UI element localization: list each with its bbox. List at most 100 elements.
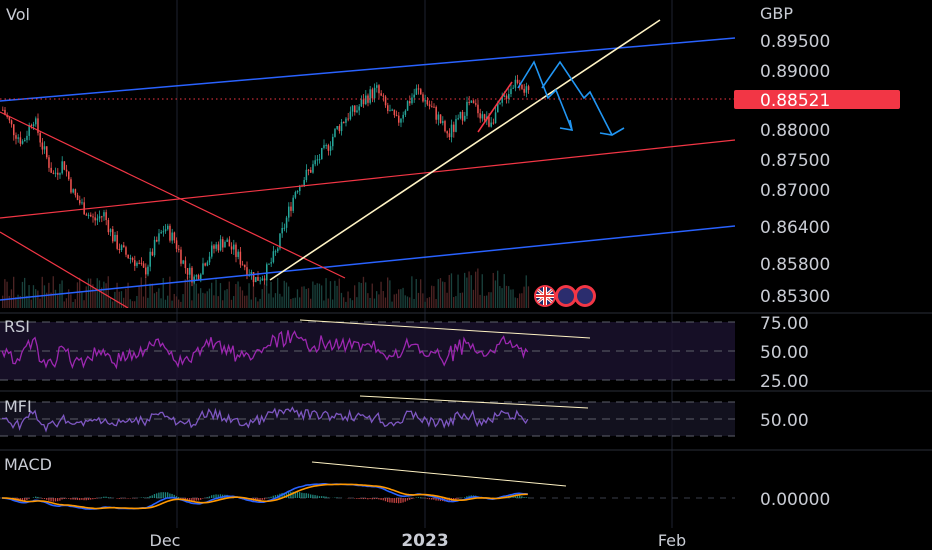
candle-body: [28, 124, 30, 136]
blue-channel-lower-line[interactable]: [0, 225, 735, 301]
volume-bar: [213, 295, 215, 308]
candle-body: [290, 206, 292, 211]
volume-bar: [400, 289, 402, 308]
candle-body: [468, 101, 470, 103]
economic-events-markers[interactable]: [534, 285, 596, 307]
candle-body: [321, 147, 323, 160]
volume-indicator-label: Vol: [6, 5, 30, 24]
macd-hist-bar: [523, 497, 525, 498]
volume-bar: [261, 289, 263, 308]
macd-hist-bar: [435, 498, 437, 501]
volume-bar: [488, 292, 490, 308]
volume-bar: [367, 293, 369, 308]
projection-path-1[interactable]: [517, 60, 573, 131]
volume-bar: [305, 288, 307, 308]
yellow-ascending-trendline[interactable]: [269, 19, 661, 281]
macd-hist-bar: [32, 497, 35, 498]
volume-bar: [156, 291, 158, 308]
rsi-divergence-line[interactable]: [299, 319, 591, 339]
macd-hist-bar: [270, 496, 272, 498]
macd-hist-bar: [151, 495, 153, 498]
volume-bar: [483, 295, 486, 308]
red-descending-channel-lower[interactable]: [0, 231, 129, 308]
blue-channel-upper-line[interactable]: [0, 37, 735, 102]
volume-bar: [41, 276, 43, 308]
macd-hist-bar: [184, 498, 186, 500]
rsi-pane[interactable]: RSI 75.00 50.00 25.00: [0, 314, 809, 392]
candle-body: [173, 232, 176, 241]
price-tick: 0.87000: [760, 181, 830, 201]
volume-bar: [435, 298, 437, 308]
volume-bar: [17, 294, 19, 308]
candle-body: [292, 197, 294, 211]
volume-bar: [162, 277, 164, 308]
macd-hist-bar: [316, 495, 318, 498]
candle-body: [299, 185, 301, 192]
volume-bar: [272, 297, 274, 308]
macd-hist-bar: [360, 498, 362, 499]
volume-bar: [129, 299, 131, 308]
volume-bar: [230, 299, 233, 308]
macd-hist-bar: [41, 498, 43, 499]
volume-bar: [74, 299, 76, 308]
macd-hist-bar: [323, 496, 325, 498]
price-pane[interactable]: [0, 19, 735, 308]
candle-body: [266, 264, 268, 281]
volume-bar: [140, 277, 142, 308]
volume-bar: [301, 286, 303, 308]
volume-bar: [525, 275, 527, 308]
time-label-feb: Feb: [658, 531, 686, 550]
volume-bar: [138, 285, 140, 308]
volume-bar: [112, 301, 114, 308]
candle-body: [145, 267, 147, 275]
time-axis[interactable]: Dec 2023 Feb: [150, 531, 687, 550]
candle-body: [103, 212, 105, 217]
macd-hist-bar: [208, 496, 211, 498]
volume-bar: [417, 292, 420, 308]
volume-bar: [365, 282, 367, 308]
price-axis[interactable]: 0.89500 0.89000 0.88000 0.87500 0.87000 …: [760, 32, 830, 307]
volume-bar: [450, 273, 453, 308]
volume-bar: [182, 294, 184, 308]
macd-hist-bar: [411, 498, 413, 499]
mfi-pane[interactable]: MFI 50.00: [0, 395, 809, 437]
candle-body: [32, 124, 35, 127]
candle-body: [74, 189, 77, 196]
candle-body: [131, 257, 134, 261]
volume-bar: [2, 295, 4, 308]
candle-body: [475, 103, 477, 105]
volume-bar: [461, 292, 464, 308]
candle-body: [250, 272, 253, 275]
macd-hist-bar: [299, 492, 301, 498]
volume-bar: [420, 279, 422, 308]
candle-body: [380, 93, 382, 96]
volume-bar: [354, 285, 356, 308]
candle-body: [164, 229, 167, 232]
currency-label: GBP: [760, 4, 793, 23]
rsi-line: [1, 330, 529, 370]
macd-pane[interactable]: MACD 0.00000: [0, 455, 830, 510]
volume-bar: [226, 289, 228, 308]
candle-body: [204, 263, 206, 266]
macd-divergence-line[interactable]: [311, 461, 567, 487]
volume-bar: [334, 280, 336, 308]
red-descending-channel-upper[interactable]: [0, 111, 346, 279]
volume-bar: [501, 288, 503, 308]
volume-bar: [285, 282, 288, 308]
macd-hist-bar: [257, 498, 259, 501]
candle-body: [241, 264, 244, 266]
macd-hist-bar: [283, 492, 285, 498]
macd-line: [1, 482, 528, 510]
volume-bar: [457, 274, 459, 308]
mfi-divergence-line[interactable]: [359, 395, 589, 409]
candle-body: [184, 260, 187, 269]
candle-body: [338, 126, 341, 132]
candle-body: [263, 278, 266, 281]
volume-bar: [314, 284, 316, 308]
red-channel-middle-line[interactable]: [0, 139, 735, 219]
candle-body: [274, 251, 277, 253]
red-short-trendline[interactable]: [477, 81, 513, 133]
candle-body: [281, 227, 283, 234]
projection-path-2[interactable]: [541, 60, 613, 136]
